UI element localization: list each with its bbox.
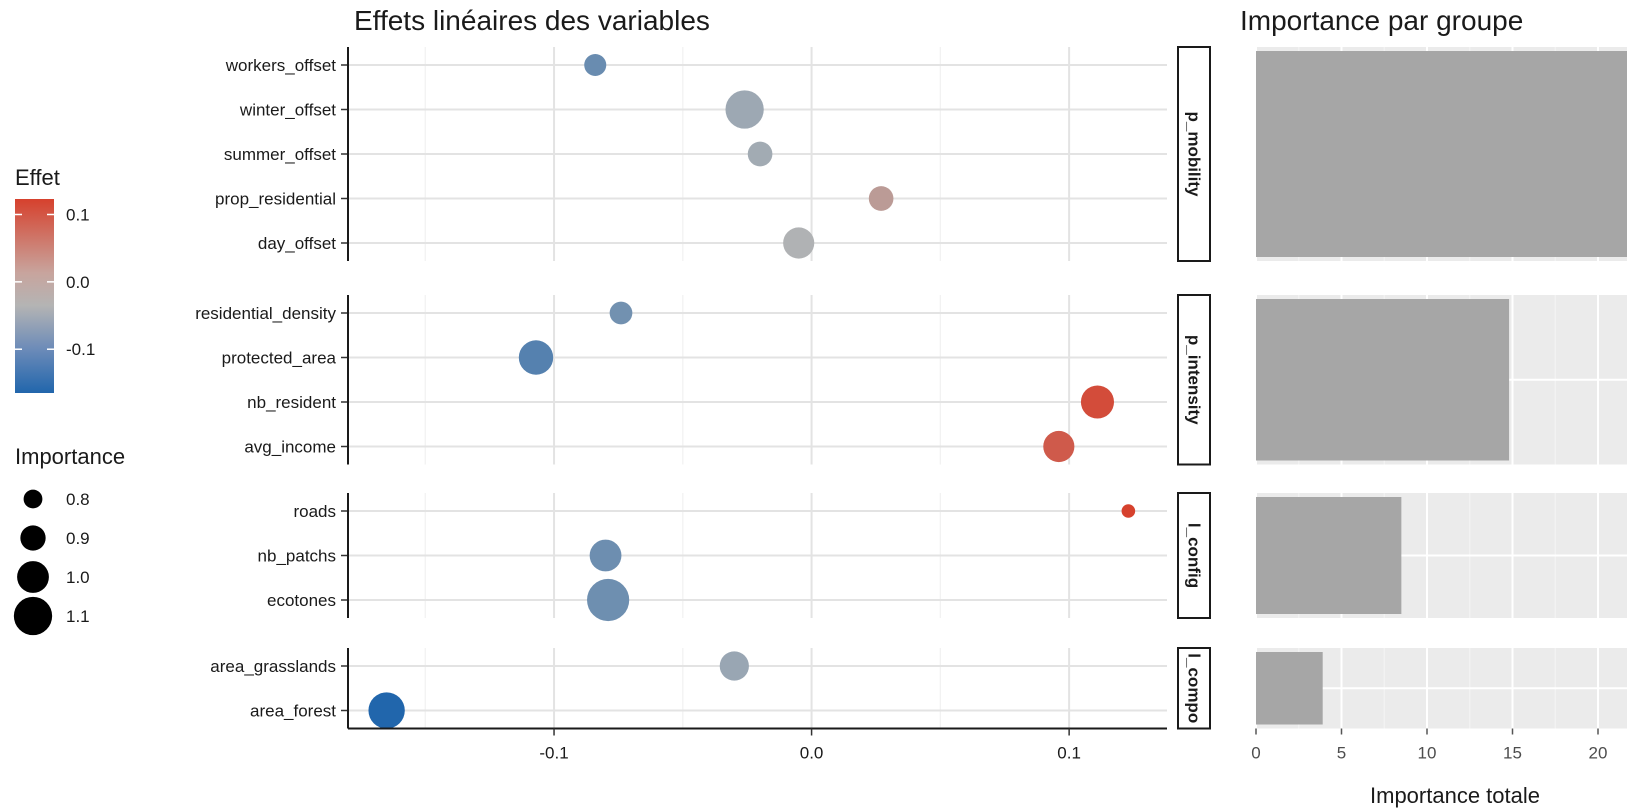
y-tick-label-ecotones: ecotones [267, 591, 336, 610]
y-tick-label-winter-offset: winter_offset [239, 101, 336, 120]
point-area-forest [368, 692, 405, 729]
facet-strip-label: l_config [1185, 523, 1204, 588]
point-roads [1121, 504, 1136, 518]
dot-panel-p-mobility: workers_offset winter_offset summer_offset… [215, 46, 1211, 262]
dot-chart-title: Effets linéaires des variables [354, 5, 710, 36]
size-legend-label: 0.9 [66, 529, 90, 548]
bar-l-config [1256, 497, 1402, 614]
facet-strip-box [1177, 647, 1211, 730]
y-tick-label-prop-residential: prop_residential [215, 190, 336, 209]
facet-strip-label: l_compo [1185, 653, 1204, 723]
point-area-grasslands [719, 651, 749, 681]
color-legend-label: 0.0 [66, 273, 90, 292]
y-tick-label-workers-offset: workers_offset [225, 56, 337, 75]
facet-strip-label: p_mobility [1185, 111, 1204, 197]
facet-strip-p-intensity: p_intensity [1177, 294, 1211, 466]
dot-x-tick-label: 0.1 [1057, 744, 1081, 763]
facet-strip-p-mobility: p_mobility [1177, 46, 1211, 262]
y-tick-label-roads: roads [293, 502, 336, 521]
color-legend-gradient-bar [15, 199, 54, 393]
point-workers-offset [584, 53, 607, 77]
bar-panel-p-intensity [1255, 295, 1627, 465]
point-ecotones [587, 578, 630, 622]
facet-strip-label: p_intensity [1185, 335, 1204, 425]
facet-strip-box [1177, 492, 1211, 619]
size-legend-label: 0.8 [66, 490, 90, 509]
bar-x-tick-label: 10 [1418, 744, 1437, 763]
bar-panel-l-compo [1255, 648, 1627, 729]
bar-chart-panels [1255, 47, 1627, 729]
point-avg-income [1043, 430, 1075, 463]
y-tick-label-protected-area: protected_area [222, 349, 337, 368]
point-nb-resident [1080, 385, 1115, 419]
bar-panel-l-config [1255, 493, 1627, 618]
point-nb-patchs [589, 539, 622, 572]
bar-chart-x-axis-title: Importance totale [1370, 783, 1540, 808]
facet-strip-box [1177, 294, 1211, 466]
bar-panel-p-mobility [1255, 47, 1627, 261]
bar-x-tick-label: 15 [1503, 744, 1522, 763]
y-tick-label-summer-offset: summer_offset [224, 145, 336, 164]
bar-l-compo [1256, 652, 1323, 725]
dot-panel-l-compo: area_grasslands area_forest l_compo [210, 647, 1211, 730]
color-legend: Effet 0.1 0.0 -0.1 [15, 165, 95, 393]
y-tick-label-nb-patchs: nb_patchs [258, 547, 336, 566]
bar-chart-title: Importance par groupe [1240, 5, 1523, 36]
size-legend-title: Importance [15, 444, 125, 469]
dot-chart-x-axis: -0.1 0.0 0.1 [348, 727, 1167, 763]
point-prop-residential [868, 186, 894, 211]
bar-x-tick-label: 0 [1251, 744, 1260, 763]
y-tick-label-nb-resident: nb_resident [247, 393, 336, 412]
bar-p-intensity [1256, 299, 1510, 461]
y-tick-label-area-grasslands: area_grasslands [210, 657, 336, 676]
bar-p-mobility [1256, 51, 1627, 257]
size-legend-key [23, 489, 43, 509]
color-legend-title: Effet [15, 165, 60, 190]
bar-chart-x-axis: 0 5 10 15 20 [1251, 728, 1608, 763]
dot-panel-p-intensity: residential_density protected_area nb_resi… [195, 294, 1211, 466]
size-legend-label: 1.0 [66, 568, 90, 587]
y-tick-label-day-offset: day_offset [258, 234, 336, 253]
color-legend-label: -0.1 [66, 340, 95, 359]
size-legend-label: 1.1 [66, 607, 90, 626]
point-residential-density [609, 301, 633, 325]
facet-strip-box [1177, 46, 1211, 262]
point-summer-offset [747, 141, 773, 167]
size-legend-key [13, 596, 53, 636]
point-protected-area [518, 340, 554, 375]
bar-x-tick-label: 20 [1589, 744, 1608, 763]
color-legend-label: 0.1 [66, 205, 90, 224]
point-winter-offset [725, 90, 764, 129]
y-tick-label-residential-density: residential_density [195, 304, 336, 323]
dot-panel-l-config: roads nb_patchs ecotones l_config [258, 492, 1211, 622]
facet-strip-l-config: l_config [1177, 492, 1211, 619]
size-legend-key [17, 561, 49, 593]
point-day-offset [783, 227, 815, 259]
facet-strip-l-compo: l_compo [1177, 647, 1211, 730]
dot-x-tick-label: -0.1 [539, 744, 568, 763]
dot-chart-panels: workers_offset winter_offset summer_offset… [195, 46, 1211, 730]
size-legend: Importance 0.8 0.9 1.0 1.1 [13, 444, 125, 636]
bar-x-tick-label: 5 [1337, 744, 1346, 763]
size-legend-key [20, 525, 46, 551]
y-tick-label-avg-income: avg_income [244, 438, 336, 457]
dot-x-tick-label: 0.0 [800, 744, 824, 763]
y-tick-label-area-forest: area_forest [250, 702, 336, 721]
